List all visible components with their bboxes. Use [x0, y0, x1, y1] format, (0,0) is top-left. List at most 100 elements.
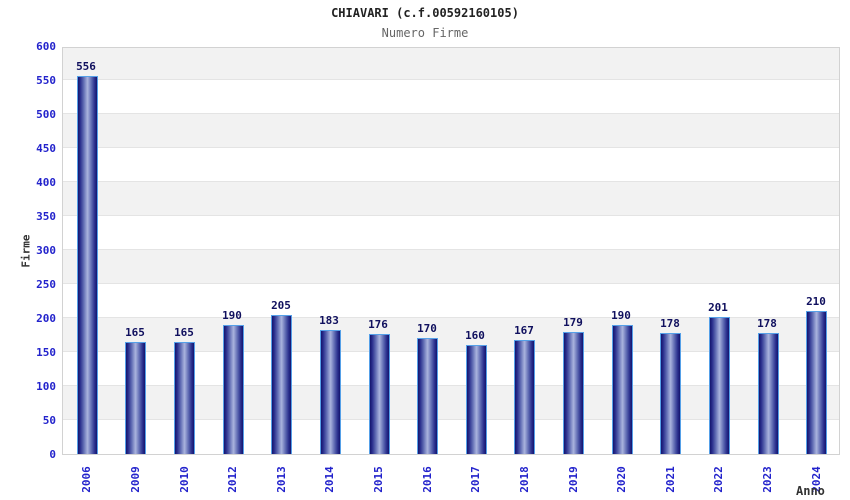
y-tick-label: 400: [36, 176, 56, 189]
x-tick-label: 2013: [261, 459, 301, 499]
plot-band: [63, 250, 839, 284]
gridline: [63, 385, 839, 386]
gridline: [63, 317, 839, 318]
plot-band: [63, 182, 839, 216]
gridline: [63, 419, 839, 420]
y-tick-label: 350: [36, 210, 56, 223]
y-tick-label: 250: [36, 278, 56, 291]
x-tick-label: 2006: [66, 459, 106, 499]
x-tick-label: 2023: [747, 459, 787, 499]
y-tick-label: 200: [36, 312, 56, 325]
x-tick-label: 2012: [212, 459, 252, 499]
bar-value-label: 190: [611, 309, 631, 322]
chart-subtitle: Numero Firme: [381, 26, 469, 40]
bar-value-label: 167: [514, 324, 534, 337]
bar-value-label: 178: [660, 317, 680, 330]
bar: [563, 332, 584, 454]
bar-value-label: 179: [563, 316, 583, 329]
x-tick-text: 2014: [322, 465, 336, 493]
y-tick-label: 500: [36, 108, 56, 121]
bar: [514, 340, 535, 454]
bar: [612, 325, 633, 454]
bar-value-label: 178: [757, 317, 777, 330]
x-tick-text: 2015: [371, 465, 385, 493]
bar-value-label: 165: [174, 326, 194, 339]
x-tick-text: 2018: [517, 465, 531, 493]
x-tick-label: 2020: [601, 459, 641, 499]
bar: [223, 325, 244, 454]
chart-title: CHIAVARI (c.f.00592160105): [331, 6, 519, 20]
x-tick-text: 2017: [468, 465, 482, 493]
x-tick-text: 2020: [614, 465, 628, 493]
x-tick-label: 2014: [309, 459, 349, 499]
x-tick-text: 2009: [128, 465, 142, 493]
plot-band: [63, 48, 839, 80]
bar-value-label: 176: [368, 318, 388, 331]
bar: [660, 333, 681, 454]
gridline: [63, 181, 839, 182]
gridline: [63, 215, 839, 216]
bar-value-label: 160: [465, 329, 485, 342]
bar: [758, 333, 779, 454]
x-tick-label: 2022: [698, 459, 738, 499]
bar: [125, 342, 146, 454]
gridline: [63, 79, 839, 80]
x-tick-text: 2021: [663, 465, 677, 493]
y-tick-label: 50: [42, 414, 56, 427]
x-tick-text: 2023: [760, 465, 774, 493]
x-tick-text: 2019: [566, 465, 580, 493]
plot-band: [63, 216, 839, 250]
x-tick-text: 2013: [274, 465, 288, 493]
bar: [320, 330, 341, 454]
bar-value-label: 183: [319, 314, 339, 327]
plot-band: [63, 148, 839, 182]
plot-area: [62, 47, 840, 455]
gridline: [63, 283, 839, 284]
y-tick-label: 550: [36, 74, 56, 87]
x-tick-label: 2017: [455, 459, 495, 499]
bar-value-label: 201: [708, 301, 728, 314]
bar: [174, 342, 195, 454]
y-tick-label: 0: [49, 448, 56, 461]
bar: [466, 345, 487, 454]
x-tick-text: 2022: [711, 465, 725, 493]
y-tick-label: 100: [36, 380, 56, 393]
plot-band: [63, 114, 839, 148]
gridline: [63, 249, 839, 250]
x-tick-label: 2015: [358, 459, 398, 499]
y-tick-label: 600: [36, 40, 56, 53]
x-tick-label: 2009: [115, 459, 155, 499]
bar: [77, 76, 98, 454]
gridline: [63, 351, 839, 352]
y-axis-title: Firme: [19, 234, 33, 268]
x-tick-text: 2006: [79, 465, 93, 493]
x-axis-title: Anno: [796, 484, 825, 498]
x-tick-text: 2012: [225, 465, 239, 493]
gridline: [63, 147, 839, 148]
bar-value-label: 165: [125, 326, 145, 339]
bar: [806, 311, 827, 454]
bar: [369, 334, 390, 454]
bar-value-label: 190: [222, 309, 242, 322]
bar: [417, 338, 438, 454]
x-tick-label: 2021: [650, 459, 690, 499]
y-tick-label: 450: [36, 142, 56, 155]
x-tick-label: 2018: [504, 459, 544, 499]
bar: [709, 317, 730, 454]
x-tick-label: 2010: [164, 459, 204, 499]
bar-value-label: 556: [76, 60, 96, 73]
x-tick-label: 2019: [553, 459, 593, 499]
gridline: [63, 113, 839, 114]
x-tick-label: 2016: [407, 459, 447, 499]
x-tick-text: 2016: [420, 465, 434, 493]
plot-band: [63, 80, 839, 114]
bar-value-label: 170: [417, 322, 437, 335]
bar-value-label: 205: [271, 299, 291, 312]
y-tick-label: 150: [36, 346, 56, 359]
x-tick-text: 2010: [177, 465, 191, 493]
bar: [271, 315, 292, 454]
y-tick-label: 300: [36, 244, 56, 257]
plot-band: [63, 284, 839, 318]
bar-value-label: 210: [806, 295, 826, 308]
